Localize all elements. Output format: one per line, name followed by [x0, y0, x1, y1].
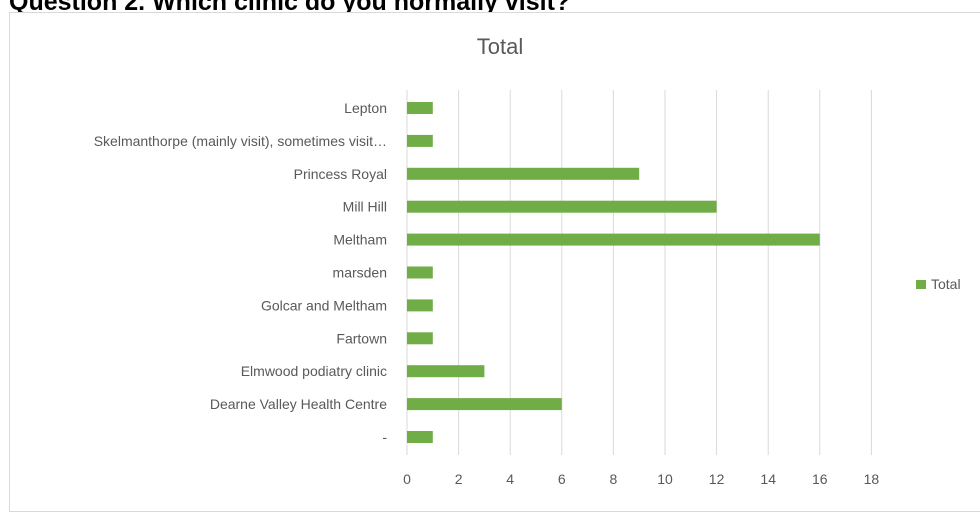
y-axis-categories: Lepton Skelmanthorpe (mainly visit), some…: [94, 100, 388, 445]
legend-label: Total: [931, 276, 961, 292]
category-label: Golcar and Meltham: [261, 297, 387, 313]
x-tick-label: 14: [760, 471, 776, 487]
category-label: Skelmanthorpe (mainly visit), sometimes …: [94, 133, 387, 149]
bar: [407, 299, 433, 312]
x-tick-label: 0: [403, 471, 411, 487]
category-label: Fartown: [336, 330, 387, 346]
chart-title: Total: [477, 34, 523, 59]
legend-swatch: [916, 280, 926, 289]
x-tick-label: 6: [558, 471, 566, 487]
x-axis-ticks: 0 2 4 6 8 10 12 14 16 18: [403, 471, 879, 487]
category-label: -: [382, 429, 387, 445]
bar: [407, 332, 433, 345]
category-label: Meltham: [333, 232, 387, 248]
bar: [407, 398, 562, 411]
category-label: Lepton: [344, 100, 387, 116]
x-tick-label: 16: [812, 471, 828, 487]
gridlines: [406, 90, 872, 455]
bar: [407, 167, 640, 180]
x-tick-label: 4: [506, 471, 514, 487]
x-tick-label: 18: [864, 471, 880, 487]
category-label: marsden: [333, 265, 387, 281]
category-label: Mill Hill: [343, 199, 387, 215]
bars: [407, 102, 820, 443]
bar: [407, 431, 433, 443]
bar: [407, 365, 485, 378]
bar: [407, 200, 717, 213]
x-tick-label: 12: [709, 471, 725, 487]
x-tick-label: 8: [610, 471, 618, 487]
bar: [407, 233, 820, 246]
x-tick-label: 2: [455, 471, 463, 487]
legend: Total: [916, 276, 961, 292]
bar: [407, 266, 433, 279]
x-tick-label: 10: [657, 471, 673, 487]
category-label: Elmwood podiatry clinic: [241, 363, 387, 379]
category-label: Princess Royal: [294, 166, 387, 182]
category-label: Dearne Valley Health Centre: [210, 396, 387, 412]
bar: [407, 102, 433, 114]
bar-chart: Total 0 2 4 6 8 10 12 14 16 18 Lepton Skelmanthorp…: [94, 34, 961, 487]
bar: [407, 134, 433, 147]
